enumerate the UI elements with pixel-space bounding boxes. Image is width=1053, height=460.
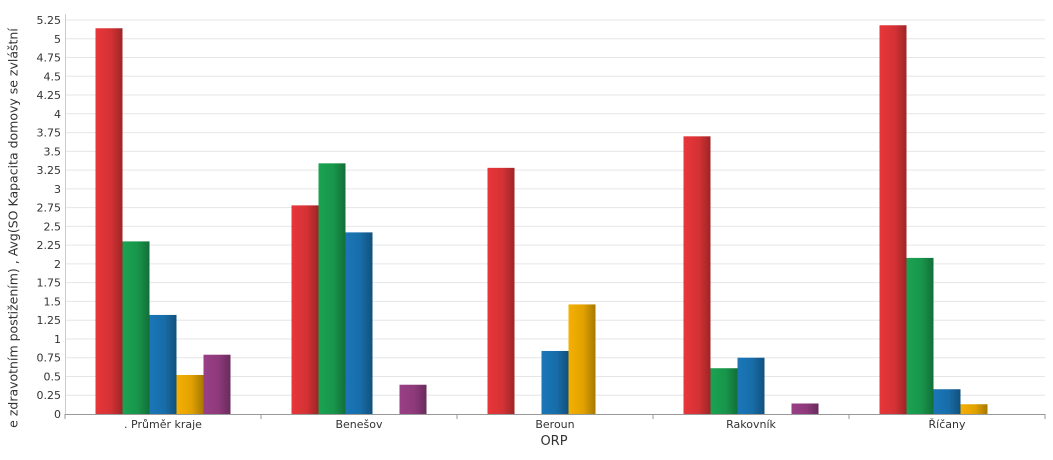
bars xyxy=(95,25,988,415)
bar[interactable] xyxy=(95,28,123,414)
y-tick-label: 1 xyxy=(54,333,61,346)
bar[interactable] xyxy=(541,350,569,414)
y-tick-label: 4 xyxy=(54,108,61,121)
bar[interactable] xyxy=(318,163,346,414)
y-tick-label: 2.5 xyxy=(44,220,62,233)
bar[interactable] xyxy=(487,167,515,414)
y-tick-label: 0.5 xyxy=(44,370,62,383)
x-tick-label: Beroun xyxy=(535,418,574,431)
x-tick-label: . Průměr kraje xyxy=(124,418,202,431)
y-tick-label: 3.75 xyxy=(37,127,62,140)
y-tick-label: 3.5 xyxy=(44,145,62,158)
x-tick-label: Rakovník xyxy=(726,418,776,431)
y-tick-label: 4.25 xyxy=(37,89,62,102)
bar[interactable] xyxy=(933,389,961,414)
bar[interactable] xyxy=(203,354,231,414)
y-tick-label: 2.25 xyxy=(37,239,62,252)
bar[interactable] xyxy=(345,232,373,414)
bar[interactable] xyxy=(906,257,934,414)
axes: 0 0.25 0.5 0.75 1 1.25 1.5 1.75 2 2.25 2.5 2.75 3 3.2… xyxy=(37,14,1046,431)
bar[interactable] xyxy=(568,304,596,414)
y-tick-label: 1.5 xyxy=(44,295,62,308)
bar[interactable] xyxy=(960,404,988,414)
x-tick-label: Benešov xyxy=(335,418,383,431)
y-tick-label: 0 xyxy=(54,408,61,421)
y-tick-label: 0.25 xyxy=(37,389,62,402)
y-tick-label: 4.5 xyxy=(44,70,62,83)
bar[interactable] xyxy=(791,403,819,414)
y-tick-label: 3 xyxy=(54,183,61,196)
bar[interactable] xyxy=(683,136,711,415)
bar[interactable] xyxy=(176,374,204,414)
x-axis-title: ORP xyxy=(540,434,567,449)
bar[interactable] xyxy=(122,241,150,414)
labels: ORP e zdravotním postižením) , Avg(SO Ka… xyxy=(6,28,568,449)
y-tick-label: 5.25 xyxy=(37,14,62,27)
bar[interactable] xyxy=(399,384,427,414)
y-tick-label: 2.75 xyxy=(37,202,62,215)
bar[interactable] xyxy=(291,205,319,414)
y-tick-label: 1.25 xyxy=(37,314,62,327)
y-axis-title: e zdravotním postižením) , Avg(SO Kapaci… xyxy=(6,28,21,428)
bar[interactable] xyxy=(710,368,738,414)
y-tick-label: 3.25 xyxy=(37,164,62,177)
bar[interactable] xyxy=(879,25,907,415)
bar[interactable] xyxy=(149,314,177,414)
y-tick-label: 5 xyxy=(54,33,61,46)
bar[interactable] xyxy=(737,357,765,414)
x-tick-label: Říčany xyxy=(929,418,966,431)
y-tick-label: 4.75 xyxy=(37,52,62,65)
y-tick-label: 1.75 xyxy=(37,277,62,290)
y-tick-label: 0.75 xyxy=(37,352,62,365)
y-tick-label: 2 xyxy=(54,258,61,271)
